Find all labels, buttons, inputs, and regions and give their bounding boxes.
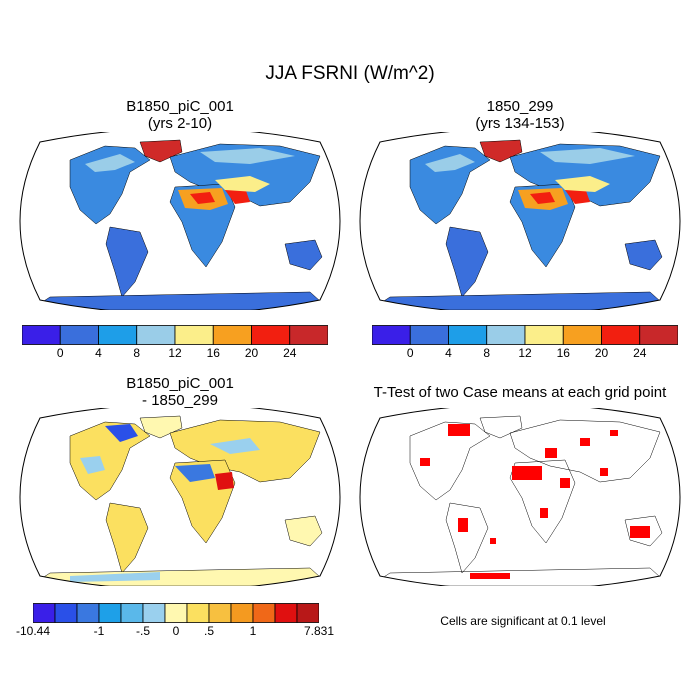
panel-title-diff-line2: - 1850_299	[142, 392, 218, 409]
colorbar-case1-tick-label: 0	[56, 346, 64, 360]
colorbar-difference-box	[164, 603, 188, 623]
colorbar-case1-tick-label: 12	[168, 346, 182, 360]
panel-title-case2: 1850_299 (yrs 134-153)	[370, 98, 670, 132]
colorbar-case1-tick-label: 8	[133, 346, 141, 360]
colorbar-case1-tick-label: 16	[206, 346, 220, 360]
colorbar-difference-box	[98, 603, 122, 623]
panel-title-case2-line1: 1850_299	[486, 98, 554, 115]
colorbar-case2-box	[372, 325, 411, 345]
colorbar-case1-tick-label: 20	[244, 346, 259, 360]
panel-title-case2-line2: (yrs 134-153)	[475, 115, 565, 132]
map-ttest-fill	[360, 408, 680, 586]
figure-title: JJA FSRNI (W/m^2)	[265, 63, 435, 84]
colorbar-case1-box	[98, 325, 138, 345]
colorbar-case2-tick-label: 12	[518, 346, 532, 360]
colorbar-difference-tick-label: 1	[249, 624, 257, 638]
colorbar-case2-box	[639, 325, 678, 345]
colorbar-difference	[33, 603, 319, 623]
map-ttest	[359, 408, 681, 586]
colorbar-difference-box	[252, 603, 276, 623]
colorbar-difference-box	[54, 603, 78, 623]
colorbar-case1-box	[22, 325, 61, 345]
colorbar-difference-box	[274, 603, 298, 623]
colorbar-case2-box	[524, 325, 564, 345]
colorbar-difference-box	[76, 603, 100, 623]
colorbar-case1-box	[251, 325, 291, 345]
colorbar-case2-tick-label: 4	[445, 346, 452, 360]
colorbar-case2-box	[486, 325, 526, 345]
colorbar-difference-box	[296, 603, 319, 623]
panel-title-ttest: T-Test of two Case means at each grid po…	[352, 384, 688, 401]
colorbar-difference-tick-label: -10.44	[15, 624, 51, 638]
panel-title-case1: B1850_piC_001 (yrs 2-10)	[30, 98, 330, 132]
colorbar-case2-tick-label: 0	[406, 346, 414, 360]
significant-cells	[420, 424, 650, 579]
colorbar-difference-tick-label: 0	[172, 624, 180, 638]
colorbar-case2-box	[409, 325, 449, 345]
colorbar-case1-tick-label: 4	[95, 346, 102, 360]
significance-note: Cells are significant at 0.1 level	[440, 614, 606, 628]
colorbar-case2-labels: 0 4 8 12 16 20 24	[372, 346, 678, 362]
colorbar-difference-tick-label: -.5	[135, 624, 151, 638]
panel-title-case1-line1: B1850_piC_001	[126, 98, 234, 115]
map-case2	[359, 132, 681, 310]
colorbar-case2-box	[448, 325, 488, 345]
colorbar-case2-tick-label: 16	[556, 346, 570, 360]
colorbar-case1	[22, 325, 328, 345]
map-case1-fill	[20, 132, 340, 310]
colorbar-case1-box	[289, 325, 328, 345]
colorbar-case2	[372, 325, 678, 345]
colorbar-case1-box	[136, 325, 176, 345]
map-case1	[19, 132, 341, 310]
colorbar-case2-box	[601, 325, 641, 345]
colorbar-difference-box	[186, 603, 210, 623]
colorbar-difference-box	[142, 603, 166, 623]
colorbar-case2-tick-label: 8	[483, 346, 491, 360]
colorbar-difference-labels: -10.44 -1 -.5 0 .5 1 7.831	[16, 624, 334, 640]
colorbar-case1-box	[212, 325, 252, 345]
panel-title-ttest-line1: T-Test of two Case means at each grid po…	[373, 384, 667, 401]
colorbar-case2-tick-label: 20	[594, 346, 609, 360]
map-case2-fill	[360, 132, 680, 310]
colorbar-case1-labels: 0 4 8 12 16 20 24	[22, 346, 328, 362]
panel-title-diff: B1850_piC_001 - 1850_299	[30, 375, 330, 409]
map-difference	[19, 408, 341, 586]
colorbar-case2-tick-label: 24	[633, 346, 647, 360]
colorbar-difference-box	[120, 603, 144, 623]
colorbar-difference-box	[208, 603, 232, 623]
colorbar-difference-box	[230, 603, 254, 623]
colorbar-case1-box	[59, 325, 99, 345]
map-difference-fill	[20, 408, 340, 586]
colorbar-case2-box	[562, 325, 602, 345]
panel-title-diff-line1: B1850_piC_001	[126, 375, 234, 392]
colorbar-difference-tick-label: .5	[203, 624, 215, 638]
colorbar-difference-tick-label: -1	[93, 624, 105, 638]
colorbar-case1-tick-label: 24	[283, 346, 297, 360]
colorbar-difference-box	[33, 603, 56, 623]
colorbar-difference-tick-label: 7.831	[303, 624, 335, 638]
colorbar-case1-box	[174, 325, 214, 345]
panel-title-case1-line2: (yrs 2-10)	[147, 115, 213, 132]
